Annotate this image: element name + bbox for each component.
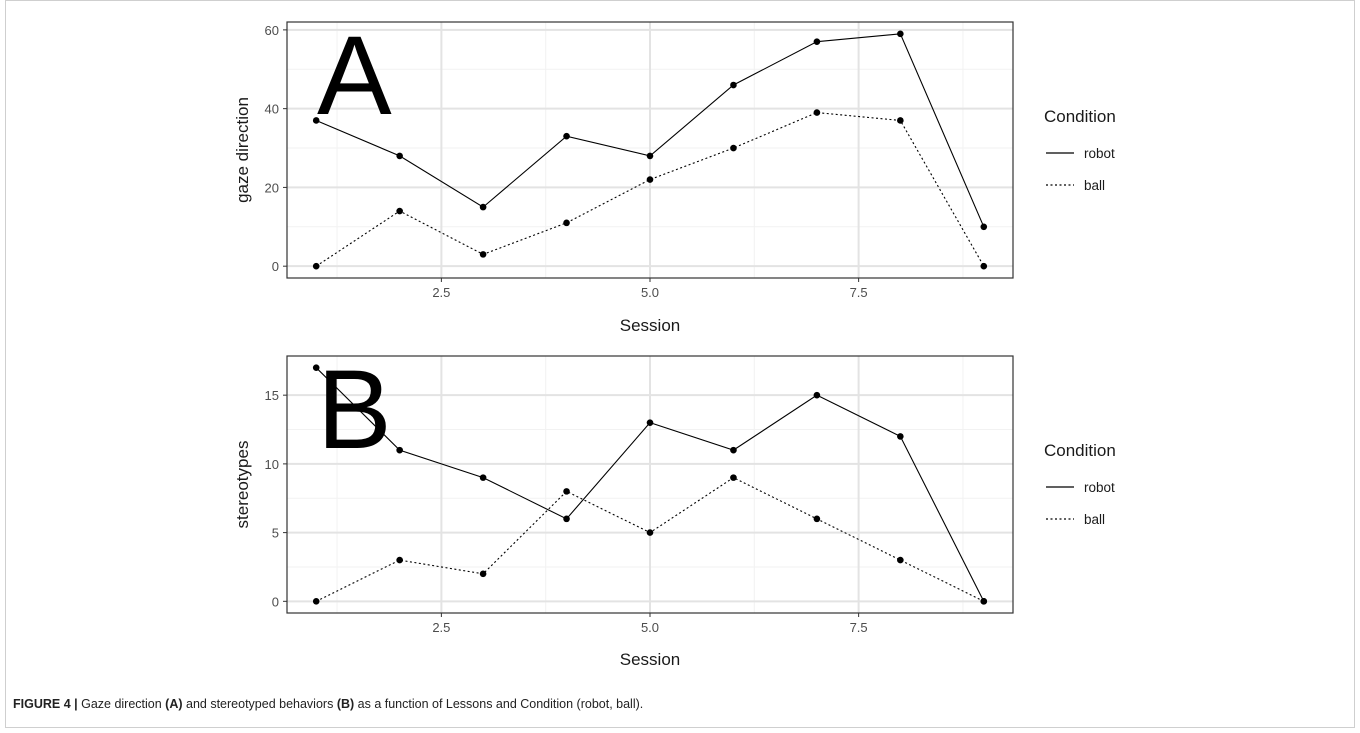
data-point-ball	[479, 570, 487, 578]
legend-label-ball: ball	[1084, 512, 1105, 527]
caption-label: FIGURE 4 |	[13, 697, 78, 711]
y-tick-label: 20	[265, 180, 279, 195]
legend-title: Condition	[1044, 107, 1116, 126]
legend-title: Condition	[1044, 441, 1116, 460]
data-point-ball	[897, 117, 904, 124]
chart-panel-b: 2.5 5.0 7.5 0 5 10 15 Session stereotypes B Condit…	[233, 347, 1116, 669]
x-axis-title: Session	[620, 316, 680, 335]
data-point-ball	[897, 556, 904, 564]
legend-label-robot: robot	[1084, 480, 1115, 495]
panel-label-a: A	[317, 13, 392, 138]
x-tick-label: 5.0	[641, 285, 659, 300]
data-point-ball	[312, 262, 320, 270]
data-point-robot	[312, 117, 320, 124]
data-point-robot	[646, 419, 654, 426]
y-tick-label: 0	[272, 594, 279, 609]
plot-panel-border	[286, 355, 1014, 614]
data-point-robot	[312, 364, 320, 371]
panel-label-b: B	[317, 347, 392, 472]
data-point-robot	[563, 515, 570, 523]
x-axis-title: Session	[620, 650, 680, 669]
data-point-ball	[813, 515, 821, 523]
data-point-robot	[646, 152, 654, 160]
y-tick-label: 40	[265, 102, 279, 117]
data-point-ball	[980, 598, 988, 605]
caption-text-2: and stereotyped behaviors	[182, 697, 337, 711]
caption-text-3: as a function of Lessons and Condition (…	[354, 697, 644, 711]
figure-frame	[5, 0, 1355, 728]
x-tick-label: 2.5	[432, 285, 450, 300]
data-point-robot	[730, 446, 737, 454]
data-point-robot	[897, 30, 904, 38]
data-point-robot	[479, 474, 487, 481]
y-tick-label: 0	[272, 259, 279, 274]
x-tick-label: 2.5	[432, 620, 450, 635]
data-point-ball	[813, 109, 821, 116]
y-tick-label: 5	[272, 526, 279, 541]
data-point-ball	[980, 262, 988, 270]
data-point-ball	[563, 219, 570, 227]
data-point-ball	[646, 529, 654, 536]
legend-label-robot: robot	[1084, 146, 1115, 161]
y-tick-label: 15	[265, 388, 279, 403]
plot-panel-border	[286, 21, 1014, 279]
legend-label-ball: ball	[1084, 178, 1105, 193]
data-point-ball	[563, 488, 570, 495]
data-point-robot	[813, 38, 821, 45]
figure-svg: 2.5 5.0 7.5 0 20 40 60 Session gaze direction A Co…	[233, 13, 1116, 669]
figure-caption: FIGURE 4 | Gaze direction (A) and stereo…	[13, 697, 643, 711]
y-tick-label: 10	[265, 457, 279, 472]
data-point-ball	[396, 556, 403, 564]
caption-bold-b: (B)	[336, 697, 355, 711]
data-point-ball	[396, 207, 403, 215]
caption-text-1: Gaze direction	[77, 697, 166, 711]
y-axis-title: stereotypes	[233, 441, 252, 529]
x-tick-label: 5.0	[641, 620, 659, 635]
data-point-ball	[730, 144, 737, 152]
y-tick-label: 60	[265, 23, 279, 38]
data-point-robot	[730, 81, 737, 89]
data-point-robot	[479, 203, 487, 211]
data-point-robot	[813, 391, 821, 399]
data-point-ball	[312, 598, 320, 605]
data-point-robot	[897, 433, 904, 440]
x-tick-label: 7.5	[850, 620, 868, 635]
chart-panel-a: 2.5 5.0 7.5 0 20 40 60 Session gaze direction A Co…	[233, 13, 1116, 335]
series-line-ball	[315, 112, 985, 267]
data-point-robot	[396, 152, 403, 160]
data-point-ball	[646, 176, 654, 183]
data-point-robot	[980, 223, 988, 231]
caption-bold-a: (A)	[165, 697, 183, 711]
data-point-robot	[396, 446, 403, 454]
data-point-ball	[730, 474, 737, 481]
data-point-ball	[479, 251, 487, 258]
x-tick-label: 7.5	[850, 285, 868, 300]
y-axis-title: gaze direction	[233, 97, 252, 203]
data-point-robot	[563, 132, 570, 140]
